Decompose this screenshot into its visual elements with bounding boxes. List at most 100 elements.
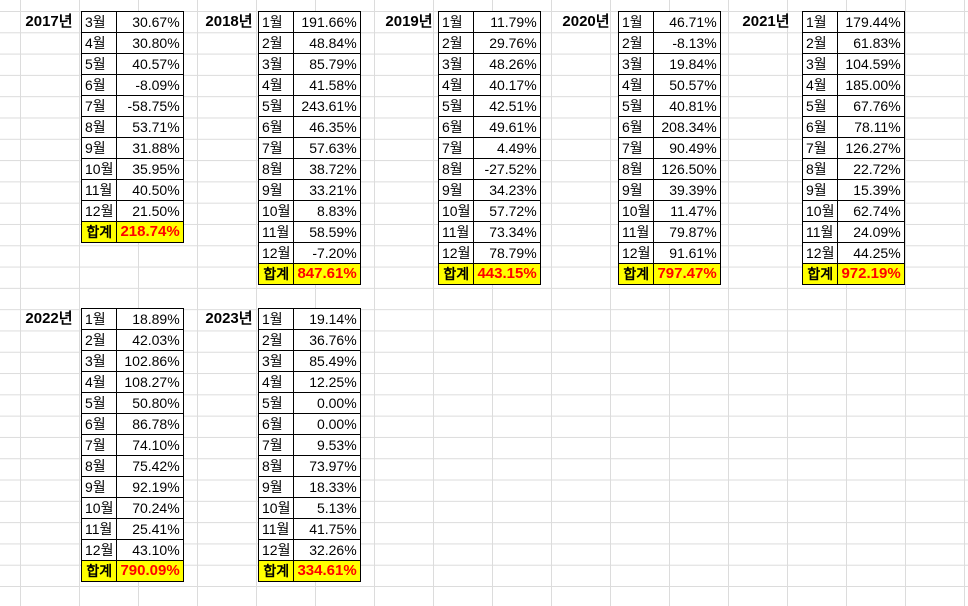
return-value-cell[interactable]: 40.17%: [473, 74, 541, 96]
month-cell[interactable]: 10월: [257, 200, 295, 222]
month-cell[interactable]: 3월: [437, 53, 475, 75]
return-value-cell[interactable]: 19.84%: [653, 53, 721, 75]
month-cell[interactable]: 2월: [257, 329, 295, 351]
month-cell[interactable]: 4월: [257, 74, 295, 96]
return-value-cell[interactable]: 24.09%: [837, 221, 905, 243]
month-cell[interactable]: 10월: [617, 200, 655, 222]
total-label-cell[interactable]: 합계: [80, 221, 118, 243]
return-value-cell[interactable]: 50.80%: [116, 392, 184, 414]
return-value-cell[interactable]: 126.50%: [653, 158, 721, 180]
return-value-cell[interactable]: 70.24%: [116, 497, 184, 519]
return-value-cell[interactable]: -7.20%: [293, 242, 361, 264]
month-cell[interactable]: 5월: [257, 392, 295, 414]
return-value-cell[interactable]: 41.58%: [293, 74, 361, 96]
month-cell[interactable]: 10월: [80, 497, 118, 519]
return-value-cell[interactable]: 62.74%: [837, 200, 905, 222]
month-cell[interactable]: 6월: [801, 116, 839, 138]
month-cell[interactable]: 12월: [617, 242, 655, 264]
return-value-cell[interactable]: 91.61%: [653, 242, 721, 264]
return-value-cell[interactable]: 75.42%: [116, 455, 184, 477]
return-value-cell[interactable]: 0.00%: [293, 392, 361, 414]
month-cell[interactable]: 4월: [437, 74, 475, 96]
year-label-cell[interactable]: 2021년: [742, 13, 790, 30]
return-value-cell[interactable]: 38.72%: [293, 158, 361, 180]
month-cell[interactable]: 4월: [617, 74, 655, 96]
return-value-cell[interactable]: 40.81%: [653, 95, 721, 117]
return-value-cell[interactable]: 0.00%: [293, 413, 361, 435]
return-value-cell[interactable]: 42.03%: [116, 329, 184, 351]
return-value-cell[interactable]: 30.80%: [116, 32, 184, 54]
return-value-cell[interactable]: 43.10%: [116, 539, 184, 561]
return-value-cell[interactable]: 90.49%: [653, 137, 721, 159]
return-value-cell[interactable]: 85.79%: [293, 53, 361, 75]
month-cell[interactable]: 11월: [80, 518, 118, 540]
month-cell[interactable]: 3월: [80, 11, 118, 33]
return-value-cell[interactable]: 44.25%: [837, 242, 905, 264]
return-value-cell[interactable]: 108.27%: [116, 371, 184, 393]
return-value-cell[interactable]: -8.13%: [653, 32, 721, 54]
month-cell[interactable]: 2월: [437, 32, 475, 54]
month-cell[interactable]: 2월: [80, 329, 118, 351]
total-value-cell[interactable]: 443.15%: [473, 263, 541, 285]
return-value-cell[interactable]: 9.53%: [293, 434, 361, 456]
return-value-cell[interactable]: 5.13%: [293, 497, 361, 519]
month-cell[interactable]: 9월: [617, 179, 655, 201]
month-cell[interactable]: 6월: [80, 74, 118, 96]
return-value-cell[interactable]: 15.39%: [837, 179, 905, 201]
month-cell[interactable]: 3월: [801, 53, 839, 75]
total-label-cell[interactable]: 합계: [801, 263, 839, 285]
total-label-cell[interactable]: 합계: [437, 263, 475, 285]
month-cell[interactable]: 11월: [80, 179, 118, 201]
month-cell[interactable]: 6월: [617, 116, 655, 138]
return-value-cell[interactable]: 48.26%: [473, 53, 541, 75]
year-label-cell[interactable]: 2018년: [205, 13, 253, 30]
month-cell[interactable]: 2월: [257, 32, 295, 54]
return-value-cell[interactable]: 73.34%: [473, 221, 541, 243]
return-value-cell[interactable]: 179.44%: [837, 11, 905, 33]
return-value-cell[interactable]: 46.71%: [653, 11, 721, 33]
total-value-cell[interactable]: 218.74%: [116, 221, 184, 243]
month-cell[interactable]: 9월: [80, 476, 118, 498]
return-value-cell[interactable]: 30.67%: [116, 11, 184, 33]
total-value-cell[interactable]: 972.19%: [837, 263, 905, 285]
month-cell[interactable]: 10월: [257, 497, 295, 519]
month-cell[interactable]: 1월: [257, 11, 295, 33]
return-value-cell[interactable]: 8.83%: [293, 200, 361, 222]
return-value-cell[interactable]: 4.49%: [473, 137, 541, 159]
month-cell[interactable]: 11월: [437, 221, 475, 243]
month-cell[interactable]: 1월: [257, 308, 295, 330]
return-value-cell[interactable]: 11.79%: [473, 11, 541, 33]
month-cell[interactable]: 1월: [437, 11, 475, 33]
return-value-cell[interactable]: -8.09%: [116, 74, 184, 96]
total-label-cell[interactable]: 합계: [257, 263, 295, 285]
return-value-cell[interactable]: 22.72%: [837, 158, 905, 180]
return-value-cell[interactable]: 57.63%: [293, 137, 361, 159]
month-cell[interactable]: 1월: [80, 308, 118, 330]
month-cell[interactable]: 10월: [80, 158, 118, 180]
year-label-cell[interactable]: 2022년: [25, 310, 73, 327]
return-value-cell[interactable]: -27.52%: [473, 158, 541, 180]
year-label-cell[interactable]: 2017년: [25, 13, 73, 30]
return-value-cell[interactable]: 21.50%: [116, 200, 184, 222]
month-cell[interactable]: 9월: [257, 179, 295, 201]
return-value-cell[interactable]: 32.26%: [293, 539, 361, 561]
return-value-cell[interactable]: 102.86%: [116, 350, 184, 372]
return-value-cell[interactable]: 126.27%: [837, 137, 905, 159]
month-cell[interactable]: 11월: [257, 221, 295, 243]
month-cell[interactable]: 4월: [80, 371, 118, 393]
month-cell[interactable]: 5월: [257, 95, 295, 117]
month-cell[interactable]: 12월: [257, 539, 295, 561]
month-cell[interactable]: 4월: [80, 32, 118, 54]
total-value-cell[interactable]: 847.61%: [293, 263, 361, 285]
month-cell[interactable]: 1월: [801, 11, 839, 33]
return-value-cell[interactable]: -58.75%: [116, 95, 184, 117]
month-cell[interactable]: 7월: [801, 137, 839, 159]
month-cell[interactable]: 7월: [437, 137, 475, 159]
month-cell[interactable]: 5월: [80, 53, 118, 75]
return-value-cell[interactable]: 243.61%: [293, 95, 361, 117]
month-cell[interactable]: 5월: [437, 95, 475, 117]
return-value-cell[interactable]: 74.10%: [116, 434, 184, 456]
month-cell[interactable]: 12월: [801, 242, 839, 264]
month-cell[interactable]: 9월: [257, 476, 295, 498]
total-value-cell[interactable]: 797.47%: [653, 263, 721, 285]
